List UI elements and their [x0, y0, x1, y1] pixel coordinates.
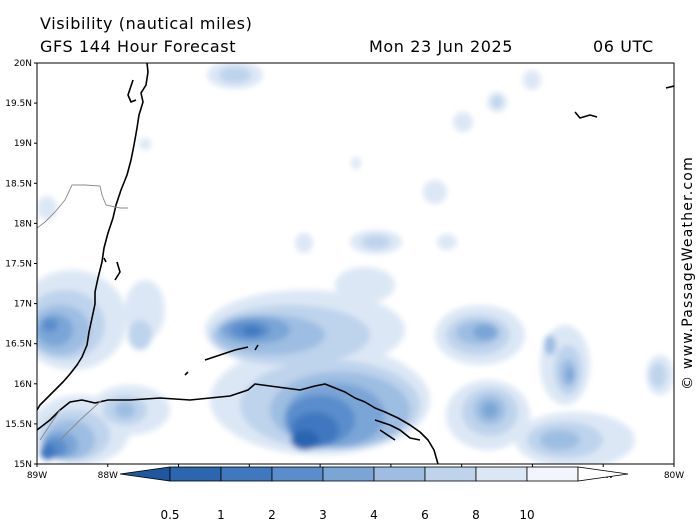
colorbar-swatch [220, 466, 273, 482]
colorbar-low-arrow [119, 466, 171, 482]
lat-label: 17.5N [5, 260, 32, 270]
national-border [37, 184, 128, 441]
colorbar-label: 0.5 [160, 508, 180, 522]
visibility-field [37, 63, 674, 464]
colorbar-swatch [271, 466, 324, 482]
forecast-time: 06 UTC [593, 37, 654, 56]
colorbar-label: 6 [421, 508, 429, 522]
lat-label: 15N [14, 460, 32, 470]
colorbar-swatch [322, 466, 375, 482]
lat-label: 20N [14, 59, 32, 69]
lat-label: 17N [14, 300, 32, 310]
lat-label: 16.5N [5, 340, 32, 350]
colorbar-label: 1 [217, 508, 225, 522]
colorbar-label: 4 [370, 508, 378, 522]
colorbar-label: 10 [519, 508, 535, 522]
coastline [37, 63, 674, 464]
colorbar-swatch [424, 466, 477, 482]
credit-text: © www.PassageWeather.com [680, 156, 696, 390]
lat-label: 18N [14, 219, 32, 229]
lat-label: 18.5N [5, 179, 32, 189]
forecast-date: Mon 23 Jun 2025 [369, 37, 514, 56]
colorbar [119, 466, 629, 482]
lat-label: 16N [14, 380, 32, 390]
colorbar-high-arrow [577, 466, 629, 482]
forecast-label: GFS 144 Hour Forecast [40, 37, 237, 56]
lon-label: 88W [98, 471, 118, 481]
map-title: Visibility (nautical miles) [40, 14, 253, 33]
lon-label: 89W [27, 471, 47, 481]
colorbar-label: 8 [472, 508, 480, 522]
lat-label: 15.5N [5, 420, 32, 430]
colorbar-label: 2 [268, 508, 276, 522]
lon-label: 80W [664, 471, 684, 481]
colorbar-label: 3 [319, 508, 327, 522]
lat-label: 19.5N [5, 99, 32, 109]
colorbar-swatch [373, 466, 426, 482]
colorbar-swatch [475, 466, 528, 482]
colorbar-swatch [526, 466, 579, 482]
colorbar-swatch [169, 466, 222, 482]
lat-label: 19N [14, 139, 32, 149]
